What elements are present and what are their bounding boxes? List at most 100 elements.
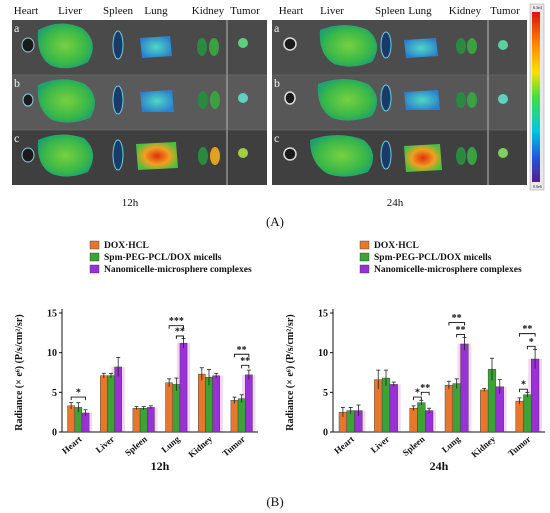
bar bbox=[417, 402, 426, 433]
organ-label-kidney: Kidney bbox=[192, 5, 225, 17]
colorbar-max-label: 6.3e4 bbox=[533, 5, 542, 10]
legend-swatch bbox=[359, 252, 370, 262]
chart-title: 12h bbox=[151, 459, 170, 473]
x-tick-label: Tumor bbox=[506, 434, 532, 458]
organ-label-spleen: Spleen bbox=[375, 5, 405, 17]
organ-label-spleen: Spleen bbox=[103, 5, 133, 17]
x-tick-label: Heart bbox=[60, 434, 84, 456]
legend-swatch bbox=[359, 240, 370, 250]
bar bbox=[114, 366, 122, 433]
organ-label-heart: Heart bbox=[14, 5, 38, 17]
significance-bracket bbox=[456, 333, 465, 338]
bar bbox=[205, 377, 213, 433]
bar bbox=[389, 384, 398, 433]
chart-title: 24h bbox=[430, 459, 449, 473]
significance-label: ** bbox=[522, 324, 532, 335]
bar bbox=[460, 343, 469, 433]
bar bbox=[139, 408, 148, 433]
panel-b-label: (B) bbox=[266, 494, 283, 509]
bar bbox=[179, 342, 188, 433]
significance-bracket bbox=[241, 364, 250, 369]
colorbar-min-label: 0.0e6 bbox=[533, 184, 542, 189]
x-tick-label: Heart bbox=[332, 434, 356, 456]
organ-label-lung: Lung bbox=[408, 5, 432, 17]
bar bbox=[346, 410, 355, 433]
y-tick-label: 0 bbox=[52, 428, 57, 439]
bar bbox=[230, 400, 239, 433]
significance-label: * bbox=[521, 380, 526, 391]
colorbar: 6.3e4 0.0e6 bbox=[529, 3, 545, 191]
significance-bracket bbox=[519, 333, 536, 337]
bar bbox=[515, 400, 524, 433]
imaging-12h: a b c bbox=[12, 20, 267, 185]
bar bbox=[212, 375, 220, 433]
y-axis-label: Radiance (× e⁶) (P/s/cm²/sr) bbox=[14, 314, 25, 430]
row-label-c: c bbox=[14, 131, 19, 145]
row-label-b: b bbox=[14, 76, 20, 90]
x-tick-label: Liver bbox=[94, 434, 117, 455]
bar bbox=[444, 384, 453, 433]
significance-bracket bbox=[519, 388, 528, 393]
legend-label: Spm-PEG-PCL/DOX micells bbox=[374, 253, 492, 263]
significance-bracket bbox=[420, 391, 430, 396]
x-tick-label: Spleen bbox=[401, 434, 427, 458]
bar bbox=[107, 375, 115, 433]
bar bbox=[523, 394, 532, 433]
legend-label: DOX·HCL bbox=[104, 241, 149, 251]
imaging-24h: a b c bbox=[272, 20, 527, 185]
x-tick-label: Tumor bbox=[220, 434, 246, 458]
bar bbox=[100, 375, 108, 433]
organ-label-lung: Lung bbox=[144, 5, 168, 17]
y-axis-label: Radiance (× e⁶) (P/s/cm²/sr) bbox=[285, 314, 296, 430]
legend-label: Spm-PEG-PCL/DOX micells bbox=[104, 253, 222, 263]
legend-label: Nanomicelle-microsphere complexes bbox=[104, 265, 252, 275]
legend-swatch bbox=[89, 264, 100, 274]
y-tick-label: 0 bbox=[323, 428, 328, 439]
organ-label-liver: Liver bbox=[320, 5, 344, 17]
significance-bracket bbox=[526, 345, 536, 350]
organ-label-kidney: Kidney bbox=[449, 5, 482, 17]
legend-right: DOX·HCL Spm-PEG-PCL/DOX micells Nanomicell… bbox=[359, 240, 522, 275]
organ-labels-12h: Heart Liver Spleen Lung Kidney Tumor bbox=[14, 5, 260, 17]
significance-label: * bbox=[415, 388, 420, 399]
significance-label: ** bbox=[456, 325, 466, 336]
bar bbox=[237, 398, 246, 433]
bar bbox=[425, 410, 434, 433]
organ-label-heart: Heart bbox=[279, 5, 303, 17]
y-tick-label: 10 bbox=[318, 348, 328, 359]
significance-bracket bbox=[175, 335, 184, 340]
y-tick-label: 15 bbox=[47, 309, 57, 320]
row-label-a-24h: a bbox=[274, 21, 280, 35]
bar bbox=[172, 384, 181, 433]
legend-label: Nanomicelle-microsphere complexes bbox=[374, 265, 522, 275]
y-tick-label: 10 bbox=[47, 348, 57, 359]
significance-bracket bbox=[70, 396, 86, 401]
significance-label: ** bbox=[420, 383, 430, 394]
x-tick-label: Liver bbox=[369, 434, 392, 455]
x-tick-label: Lung bbox=[440, 434, 463, 455]
legend-swatch bbox=[89, 252, 100, 262]
bar bbox=[165, 382, 173, 433]
significance-label: * bbox=[529, 337, 534, 348]
x-tick-label: Kidney bbox=[469, 434, 497, 460]
significance-bracket bbox=[448, 322, 465, 326]
legend-left: DOX·HCL Spm-PEG-PCL/DOX micells Nanomicell… bbox=[89, 240, 252, 275]
bar bbox=[147, 407, 155, 433]
time-label-24h: 24h bbox=[387, 197, 404, 209]
significance-label: ** bbox=[175, 327, 185, 338]
y-tick-label: 15 bbox=[318, 309, 328, 320]
panel-a: Heart Liver Spleen Lung Kidney Tumor Heart Liv… bbox=[12, 3, 545, 229]
significance-label: ** bbox=[237, 345, 247, 356]
bar bbox=[132, 408, 141, 433]
legend-swatch bbox=[359, 264, 370, 274]
bar bbox=[452, 383, 461, 433]
row-label-b-24h: b bbox=[274, 76, 280, 90]
significance-label: *** bbox=[169, 316, 184, 327]
significance-label: ** bbox=[452, 313, 462, 324]
bar bbox=[381, 377, 391, 433]
organ-labels-24h: Heart Liver Spleen Lung Kidney Tumor bbox=[279, 5, 520, 17]
y-tick-label: 5 bbox=[323, 388, 328, 399]
